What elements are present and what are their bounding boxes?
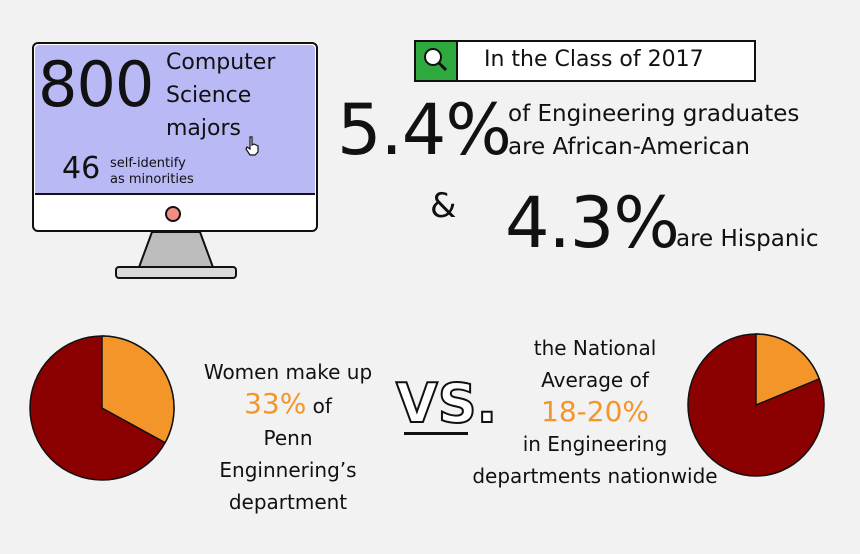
vs-underline: [404, 432, 468, 435]
women-line2: 33% of: [158, 388, 418, 422]
minorities-line2: as minorities: [110, 172, 194, 187]
national-line5: departments nationwide: [472, 464, 718, 488]
hispanic-percent: 4.3%: [505, 182, 680, 264]
minorities-label: self-identify as minorities: [110, 156, 194, 188]
penn-women-text: Women make up 33% of Penn Enginnering’s …: [158, 356, 418, 518]
women-percent: 33%: [244, 387, 307, 420]
african-american-label: of Engineering graduates are African-Ame…: [508, 98, 799, 164]
class-of-2017-box: [414, 40, 756, 82]
cs-label-line3: majors: [166, 116, 241, 141]
women-line3: Penn: [263, 426, 313, 450]
national-line1: the National: [533, 336, 657, 360]
national-line4: in Engineering: [522, 432, 668, 456]
hispanic-label: are Hispanic: [676, 226, 819, 252]
vs-label: VS.: [395, 372, 498, 435]
national-average-text: the National Average of 18-20% in Engine…: [466, 332, 724, 492]
african-american-line2: are African-American: [508, 134, 750, 160]
search-icon: [424, 48, 448, 72]
ampersand: &: [430, 186, 457, 226]
cs-label-line1: Computer: [166, 50, 276, 75]
minorities-line1: self-identify: [110, 156, 186, 171]
cs-label-line2: Science: [166, 83, 252, 108]
pie-right-slice: [755, 333, 821, 407]
penn-women-pie-chart: [29, 335, 175, 481]
cs-majors-label: Computer Science majors: [166, 46, 275, 145]
women-of: of: [312, 394, 332, 418]
monitor-base: [115, 266, 237, 279]
class-of-2017-label: In the Class of 2017: [484, 47, 704, 72]
women-line4: Enginnering’s department: [219, 458, 357, 514]
hand-cursor-icon: [245, 136, 259, 156]
national-line2: Average of: [541, 368, 649, 392]
pie-left-slice: [101, 335, 175, 444]
search-icon-box: [416, 42, 458, 80]
african-american-percent: 5.4%: [337, 89, 512, 171]
cs-majors-count: 800: [38, 48, 154, 121]
monitor-display: [35, 45, 315, 195]
women-line1: Women make up: [203, 360, 373, 384]
african-american-line1: of Engineering graduates: [508, 101, 800, 127]
national-average-pie-chart: [687, 333, 825, 477]
national-percent: 18-20%: [541, 395, 649, 428]
minorities-count: 46: [62, 151, 101, 186]
power-button-icon: [165, 206, 181, 222]
